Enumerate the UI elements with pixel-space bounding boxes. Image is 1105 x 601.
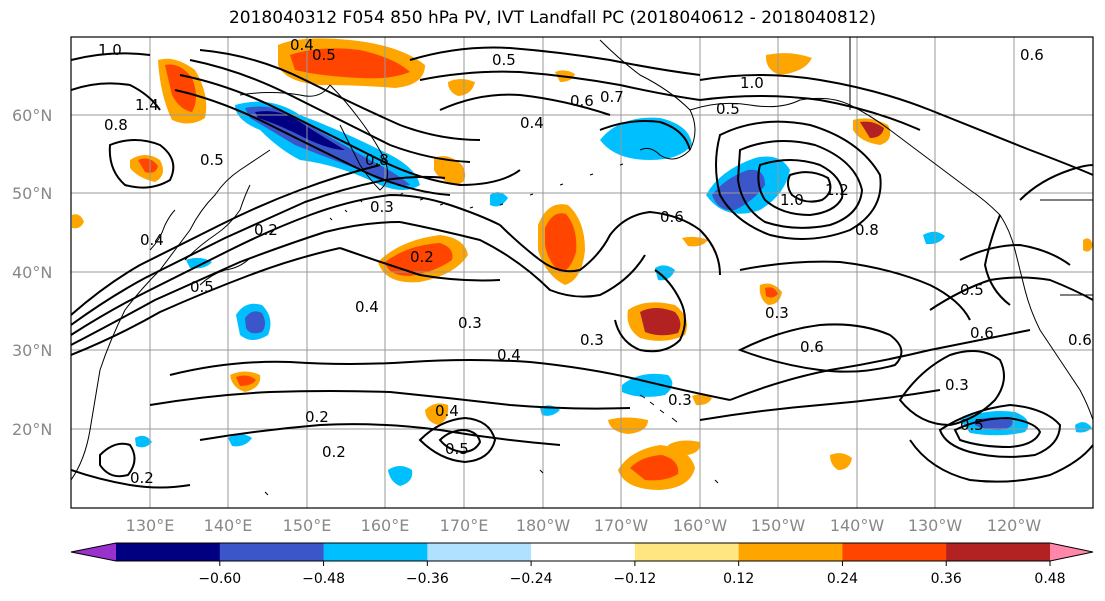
lon-label: 150°E: [283, 516, 332, 535]
colorbar-segment: [323, 543, 428, 561]
colorbar-tick-label: −0.24: [510, 571, 553, 587]
map-frame: [70, 36, 1094, 509]
contour-label: 0.5: [492, 51, 516, 69]
contour-label: 0.5: [445, 440, 469, 458]
contour-label: 1.4: [135, 96, 159, 114]
contour-label: 0.3: [668, 391, 692, 409]
lon-label: 160°W: [673, 516, 728, 535]
contour-label: 0.4: [355, 298, 379, 316]
contour-label: 0.3: [370, 198, 394, 216]
lon-label: 130°W: [908, 516, 963, 535]
graticule: [71, 37, 1093, 508]
contour-label: 0.3: [765, 304, 789, 322]
lat-label: 60°N: [12, 106, 52, 125]
contour-label: 1.2: [825, 181, 849, 199]
colorbar-segment: [634, 543, 740, 561]
map-title: 2018040312 F054 850 hPa PV, IVT Landfall…: [228, 8, 876, 28]
contour-label: 0.6: [800, 338, 824, 356]
colorbar-extend-high: [1050, 543, 1093, 561]
contour-label: 0.5: [200, 151, 224, 169]
lon-label: 160°E: [361, 516, 410, 535]
colorbar-tick-label: −0.12: [613, 571, 656, 587]
longitude-labels: 130°E 140°E 150°E 160°E 170°E 180°W 170°…: [126, 516, 1042, 535]
contour-label: 0.2: [322, 443, 346, 461]
lon-label: 140°E: [204, 516, 253, 535]
lon-label: 120°W: [987, 516, 1042, 535]
contour-label: 0.6: [660, 208, 684, 226]
contour-label: 0.6: [970, 324, 994, 342]
colorbar-segment: [842, 543, 947, 561]
lon-label: 170°W: [594, 516, 649, 535]
lat-label: 40°N: [12, 263, 52, 282]
contour-label: 0.6: [570, 92, 594, 110]
colorbar-tick-label: 0.24: [827, 571, 858, 587]
contour-label: 0.2: [305, 408, 329, 426]
map-panel: 1.0 0.8 0.4 0.5 1.4 0.8 0.5 0.2 0.4 0.5 …: [71, 36, 1093, 508]
colorbar-extend-low: [71, 543, 116, 561]
colorbar-tick-label: 0.48: [1034, 571, 1065, 587]
contour-label: 0.8: [104, 116, 128, 134]
contour-label: 0.2: [254, 221, 278, 239]
contour-label: 0.5: [190, 278, 214, 296]
contour-label: 0.4: [497, 346, 521, 364]
contour-label: 0.4: [140, 231, 164, 249]
contour-label: 0.5: [960, 416, 984, 434]
colorbar-segment: [531, 543, 636, 561]
colorbar-tick-label: 0.36: [931, 571, 962, 587]
contour-label: 0.3: [945, 376, 969, 394]
pv-shading: [72, 38, 1093, 490]
contour-label: 0.2: [410, 248, 434, 266]
contour-label: 0.2: [130, 469, 154, 487]
colorbar-tick-label: 0.12: [723, 571, 754, 587]
colorbar-outline: [70, 542, 1094, 562]
contour-label: 0.8: [855, 221, 879, 239]
latitude-labels: 60°N 50°N 40°N 30°N 20°N: [12, 106, 52, 439]
lon-label: 180°W: [516, 516, 571, 535]
contour-label: 0.5: [716, 100, 740, 118]
colorbar-tick-label: −0.60: [198, 571, 241, 587]
lat-label: 30°N: [12, 341, 52, 360]
colorbar: −0.60 −0.48 −0.36 −0.24 −0.12 0.12 0.24 0.36 0.4…: [70, 542, 1094, 587]
colorbar-segment: [116, 543, 221, 561]
contour-label: 0.5: [960, 281, 984, 299]
ivt-contours: [71, 46, 1093, 489]
contour-label: 1.0: [780, 191, 804, 209]
colorbar-tick-label: −0.36: [406, 571, 449, 587]
contour-label: 0.6: [1020, 46, 1044, 64]
contour-label: 0.4: [435, 402, 459, 420]
contour-label: 0.6: [1068, 331, 1092, 349]
contour-label: 1.0: [740, 74, 764, 92]
lon-label: 140°W: [830, 516, 885, 535]
colorbar-segment: [946, 543, 1051, 561]
lon-label: 130°E: [126, 516, 175, 535]
contour-label: 0.5: [312, 46, 336, 64]
contour-label: 0.8: [365, 151, 389, 169]
lat-label: 20°N: [12, 420, 52, 439]
contour-label: 0.4: [520, 114, 544, 132]
contour-label: 0.3: [580, 331, 604, 349]
contour-label: 0.7: [600, 88, 624, 106]
colorbar-tick-label: −0.48: [302, 571, 345, 587]
colorbar-segment: [427, 543, 532, 561]
contour-label: 1.0: [98, 41, 122, 59]
contour-label: 0.4: [290, 36, 314, 54]
lat-label: 50°N: [12, 184, 52, 203]
contour-label: 0.3: [458, 314, 482, 332]
lon-label: 170°E: [440, 516, 489, 535]
lon-label: 150°W: [751, 516, 806, 535]
contour-labels: 1.0 0.8 0.4 0.5 1.4 0.8 0.5 0.2 0.4 0.5 …: [98, 36, 1092, 487]
colorbar-segment: [219, 543, 325, 561]
colorbar-segment: [738, 543, 843, 561]
